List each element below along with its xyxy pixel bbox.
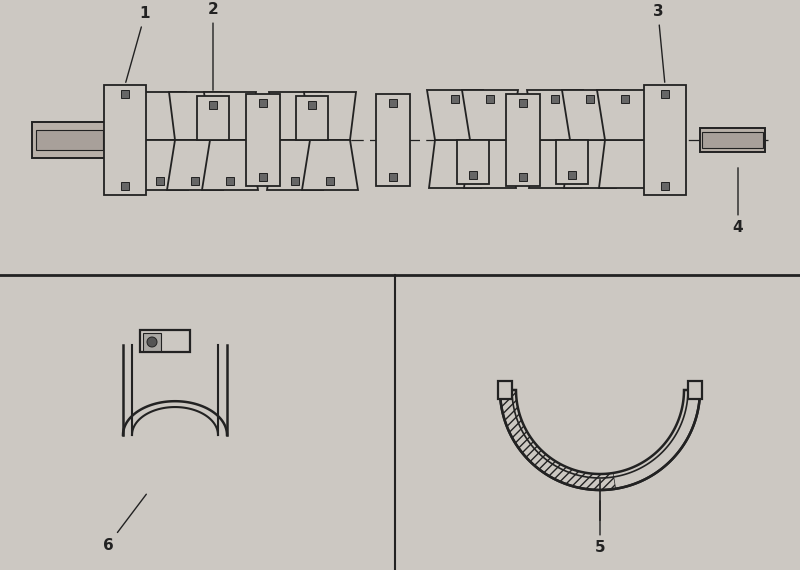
Bar <box>506 94 540 186</box>
Polygon shape <box>462 90 518 140</box>
Bar <box>326 177 334 185</box>
Bar <box>191 177 199 185</box>
Bar <box>551 95 559 103</box>
Text: 1: 1 <box>126 6 150 82</box>
Text: 5: 5 <box>594 501 606 556</box>
Bar <box>259 173 267 181</box>
Bar <box>498 381 512 399</box>
Bar <box>291 177 299 185</box>
Polygon shape <box>464 140 516 188</box>
Bar <box>661 182 669 190</box>
Polygon shape <box>169 92 221 140</box>
Circle shape <box>147 337 157 347</box>
Bar <box>36 130 103 150</box>
Bar <box>121 182 129 190</box>
Bar <box>519 99 527 107</box>
Polygon shape <box>167 140 223 190</box>
Bar <box>226 177 234 185</box>
Text: 3: 3 <box>653 5 665 82</box>
Text: 2: 2 <box>208 2 218 90</box>
Bar <box>457 140 489 184</box>
Polygon shape <box>302 140 358 190</box>
Bar <box>519 173 527 181</box>
Text: 6: 6 <box>102 494 146 552</box>
Polygon shape <box>304 92 356 140</box>
Bar <box>700 128 765 152</box>
Polygon shape <box>427 90 483 140</box>
Polygon shape <box>267 140 323 190</box>
Bar <box>661 90 669 98</box>
Bar <box>688 381 702 399</box>
Bar <box>197 96 229 140</box>
Bar <box>140 330 190 352</box>
Bar <box>376 94 410 186</box>
Polygon shape <box>269 92 321 140</box>
Polygon shape <box>564 140 616 188</box>
Bar <box>246 94 280 186</box>
Bar <box>143 333 161 351</box>
Bar <box>486 95 494 103</box>
Polygon shape <box>597 90 653 140</box>
Bar <box>586 95 594 103</box>
Bar <box>556 140 588 184</box>
Bar <box>621 95 629 103</box>
Polygon shape <box>202 140 258 190</box>
Polygon shape <box>500 390 700 490</box>
Bar <box>568 171 576 179</box>
Polygon shape <box>529 140 581 188</box>
Bar <box>389 173 397 181</box>
Polygon shape <box>204 92 256 140</box>
Polygon shape <box>429 140 481 188</box>
Bar <box>469 171 477 179</box>
Bar <box>451 95 459 103</box>
Polygon shape <box>527 90 583 140</box>
Bar <box>702 132 763 148</box>
Bar <box>156 177 164 185</box>
Bar <box>308 101 316 109</box>
Bar <box>209 101 217 109</box>
Text: 4: 4 <box>733 168 743 235</box>
Bar <box>259 99 267 107</box>
Polygon shape <box>132 140 188 190</box>
Bar <box>389 99 397 107</box>
Bar <box>644 85 686 195</box>
Polygon shape <box>134 92 186 140</box>
Bar <box>296 96 328 140</box>
Bar <box>104 85 146 195</box>
Bar <box>32 122 107 158</box>
Polygon shape <box>562 90 618 140</box>
Bar <box>121 90 129 98</box>
Polygon shape <box>599 140 651 188</box>
